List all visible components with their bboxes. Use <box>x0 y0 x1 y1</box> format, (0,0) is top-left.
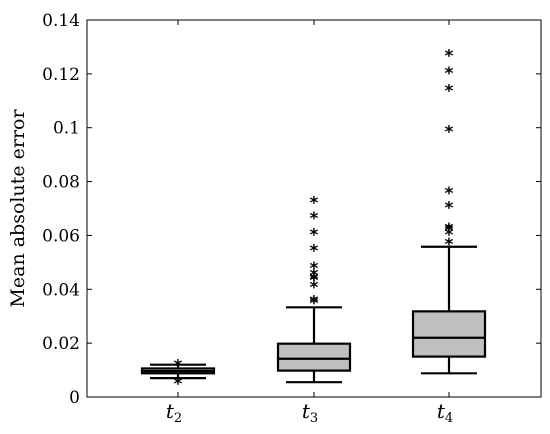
x-category-label: t2 <box>166 399 182 426</box>
outlier-point: * <box>310 209 319 229</box>
y-tick-label: 0.04 <box>42 280 80 300</box>
outlier-point: * <box>310 259 319 279</box>
y-tick-label: 0.06 <box>42 226 80 246</box>
box-iqr <box>276 342 352 372</box>
outlier-point: * <box>310 225 319 245</box>
plot-frame <box>86 19 542 398</box>
outlier-point: * <box>445 225 454 245</box>
outlier-point: * <box>445 220 454 240</box>
outlier-point: * <box>445 221 454 241</box>
y-tick-label: 0.08 <box>42 173 80 193</box>
y-tick-label: 0.14 <box>42 11 80 31</box>
x-category-letter: t <box>302 399 311 423</box>
x-category-letter: t <box>437 399 446 423</box>
x-category-label: t3 <box>302 399 318 426</box>
outlier-point: * <box>445 184 454 204</box>
x-category-subscript: 2 <box>174 411 182 426</box>
x-category-letter: t <box>166 399 175 423</box>
y-tick-label: 0 <box>69 388 80 408</box>
outlier-point: * <box>310 266 319 286</box>
outlier-point: * <box>310 270 319 290</box>
outlier-point: * <box>445 235 454 255</box>
y-tick-label: 0.1 <box>53 119 80 139</box>
x-category-label: t4 <box>437 399 453 426</box>
box-iqr <box>411 310 487 358</box>
outlier-point: * <box>310 271 319 291</box>
outlier-point: * <box>445 64 454 84</box>
y-tick-label: 0.12 <box>42 65 80 85</box>
outlier-point: * <box>445 81 454 101</box>
y-tick-label: 0.02 <box>42 334 80 354</box>
outlier-point: * <box>445 198 454 218</box>
x-category-subscript: 3 <box>310 411 318 426</box>
x-category-subscript: 4 <box>445 411 453 426</box>
outlier-point: * <box>310 194 319 214</box>
outlier-point: * <box>310 278 319 298</box>
outlier-point: * <box>310 293 319 313</box>
outlier-point: * <box>310 294 319 314</box>
y-axis-title: Mean absolute error <box>7 109 29 308</box>
outlier-point: * <box>174 374 183 394</box>
outlier-point: * <box>445 122 454 142</box>
outlier-point: * <box>445 46 454 66</box>
outlier-point: * <box>310 242 319 262</box>
outlier-point: * <box>174 357 183 377</box>
plot-area: 00.020.040.060.080.10.120.14**t2********… <box>42 11 541 426</box>
